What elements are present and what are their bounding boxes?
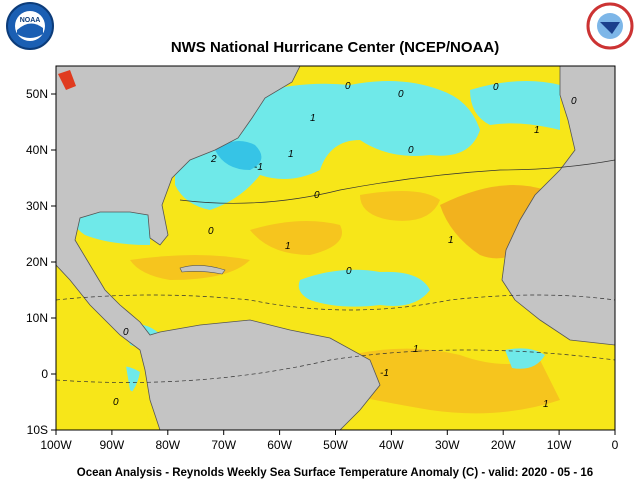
contour-label: -1 <box>380 368 389 379</box>
x-tick-label: 20W <box>491 438 516 452</box>
contour-label: 1 <box>534 125 540 136</box>
contour-label: 0 <box>345 81 351 92</box>
x-tick-label: 60W <box>267 438 292 452</box>
x-tick-label: 70W <box>211 438 236 452</box>
contour-label: -1 <box>254 162 263 173</box>
logo-left: NOAA <box>6 2 54 50</box>
contour-label: 0 <box>113 397 119 408</box>
title: NWS National Hurricane Center (NCEP/NOAA… <box>171 39 499 56</box>
y-tick-label: 50N <box>26 87 48 101</box>
contour-label: 2 <box>210 154 217 165</box>
logo-right <box>586 2 634 50</box>
contour-label: 0 <box>493 82 499 93</box>
contour-label: 1 <box>310 113 316 124</box>
contour-label: 0 <box>346 266 352 277</box>
y-tick-label: 10S <box>27 423 48 437</box>
axes: 100W 90W 80W 70W 60W 50W 40W 30W 20W 10W 0 50N 40N 30… <box>26 87 619 452</box>
contour-label: 0 <box>408 145 414 156</box>
map <box>56 66 615 430</box>
contour-labels: 0 0 0 1 2 -1 1 0 1 0 0 0 1 0 1 -1 1 0 0 … <box>113 81 577 410</box>
contour-label: 0 <box>314 190 320 201</box>
contour-label: 0 <box>208 226 214 237</box>
y-tick-label: 0 <box>41 367 48 381</box>
contour-label: 1 <box>543 399 549 410</box>
x-tick-label: 90W <box>100 438 125 452</box>
logo-text: NOAA <box>20 17 41 24</box>
contour-label: 0 <box>571 96 577 107</box>
x-tick-label: 40W <box>379 438 404 452</box>
x-tick-label: 100W <box>40 438 72 452</box>
contour-label: 1 <box>448 235 454 246</box>
x-tick-label: 50W <box>323 438 348 452</box>
contour-label: 1 <box>288 149 294 160</box>
contour-label: 1 <box>285 241 291 252</box>
y-tick-label: 30N <box>26 199 48 213</box>
contour-label: 0 <box>123 327 129 338</box>
footer: Ocean Analysis - Reynolds Weekly Sea Sur… <box>77 467 593 479</box>
x-tick-label: 10W <box>547 438 572 452</box>
contour-label: 0 <box>398 89 404 100</box>
y-tick-label: 10N <box>26 311 48 325</box>
x-tick-label: 0 <box>612 438 619 452</box>
y-tick-label: 20N <box>26 255 48 269</box>
contour-label: 1 <box>413 344 419 355</box>
y-tick-label: 40N <box>26 143 48 157</box>
x-tick-label: 30W <box>435 438 460 452</box>
x-tick-label: 80W <box>155 438 180 452</box>
